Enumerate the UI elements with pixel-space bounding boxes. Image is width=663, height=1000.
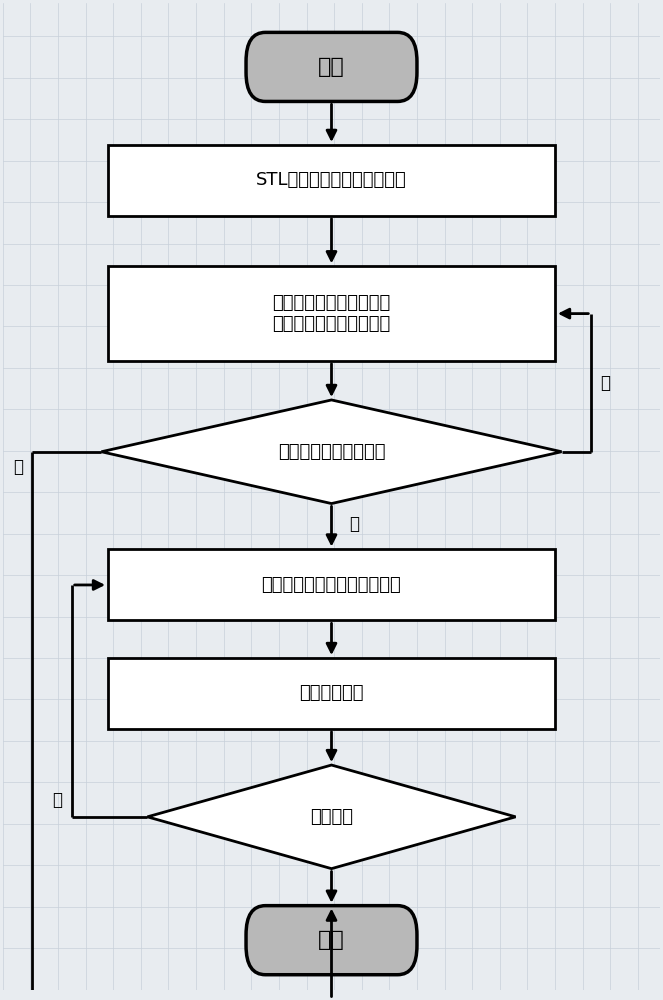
FancyBboxPatch shape bbox=[246, 906, 417, 975]
Text: 是: 是 bbox=[601, 374, 611, 392]
Bar bbox=[108, 145, 555, 216]
Text: 种子三角面片提取各孤立区域: 种子三角面片提取各孤立区域 bbox=[262, 576, 401, 594]
Text: 否: 否 bbox=[13, 458, 23, 476]
Text: 开始: 开始 bbox=[318, 57, 345, 77]
Text: 种子三角面片是否存在: 种子三角面片是否存在 bbox=[278, 443, 385, 461]
Text: 获取未被访问，且法向量
符合条件的种子三角面片: 获取未被访问，且法向量 符合条件的种子三角面片 bbox=[272, 294, 391, 333]
Polygon shape bbox=[101, 400, 562, 504]
Text: STL模型转换成三角面片数组: STL模型转换成三角面片数组 bbox=[256, 171, 407, 189]
Polygon shape bbox=[147, 765, 516, 869]
Text: 是: 是 bbox=[349, 515, 359, 533]
FancyBboxPatch shape bbox=[246, 32, 417, 101]
Text: 结束: 结束 bbox=[318, 930, 345, 950]
Text: 提取特征元素: 提取特征元素 bbox=[299, 684, 364, 702]
Bar bbox=[108, 658, 555, 729]
Text: 提取完毕: 提取完毕 bbox=[310, 808, 353, 826]
Text: 否: 否 bbox=[52, 791, 62, 809]
Bar bbox=[108, 266, 555, 361]
Bar bbox=[108, 549, 555, 620]
